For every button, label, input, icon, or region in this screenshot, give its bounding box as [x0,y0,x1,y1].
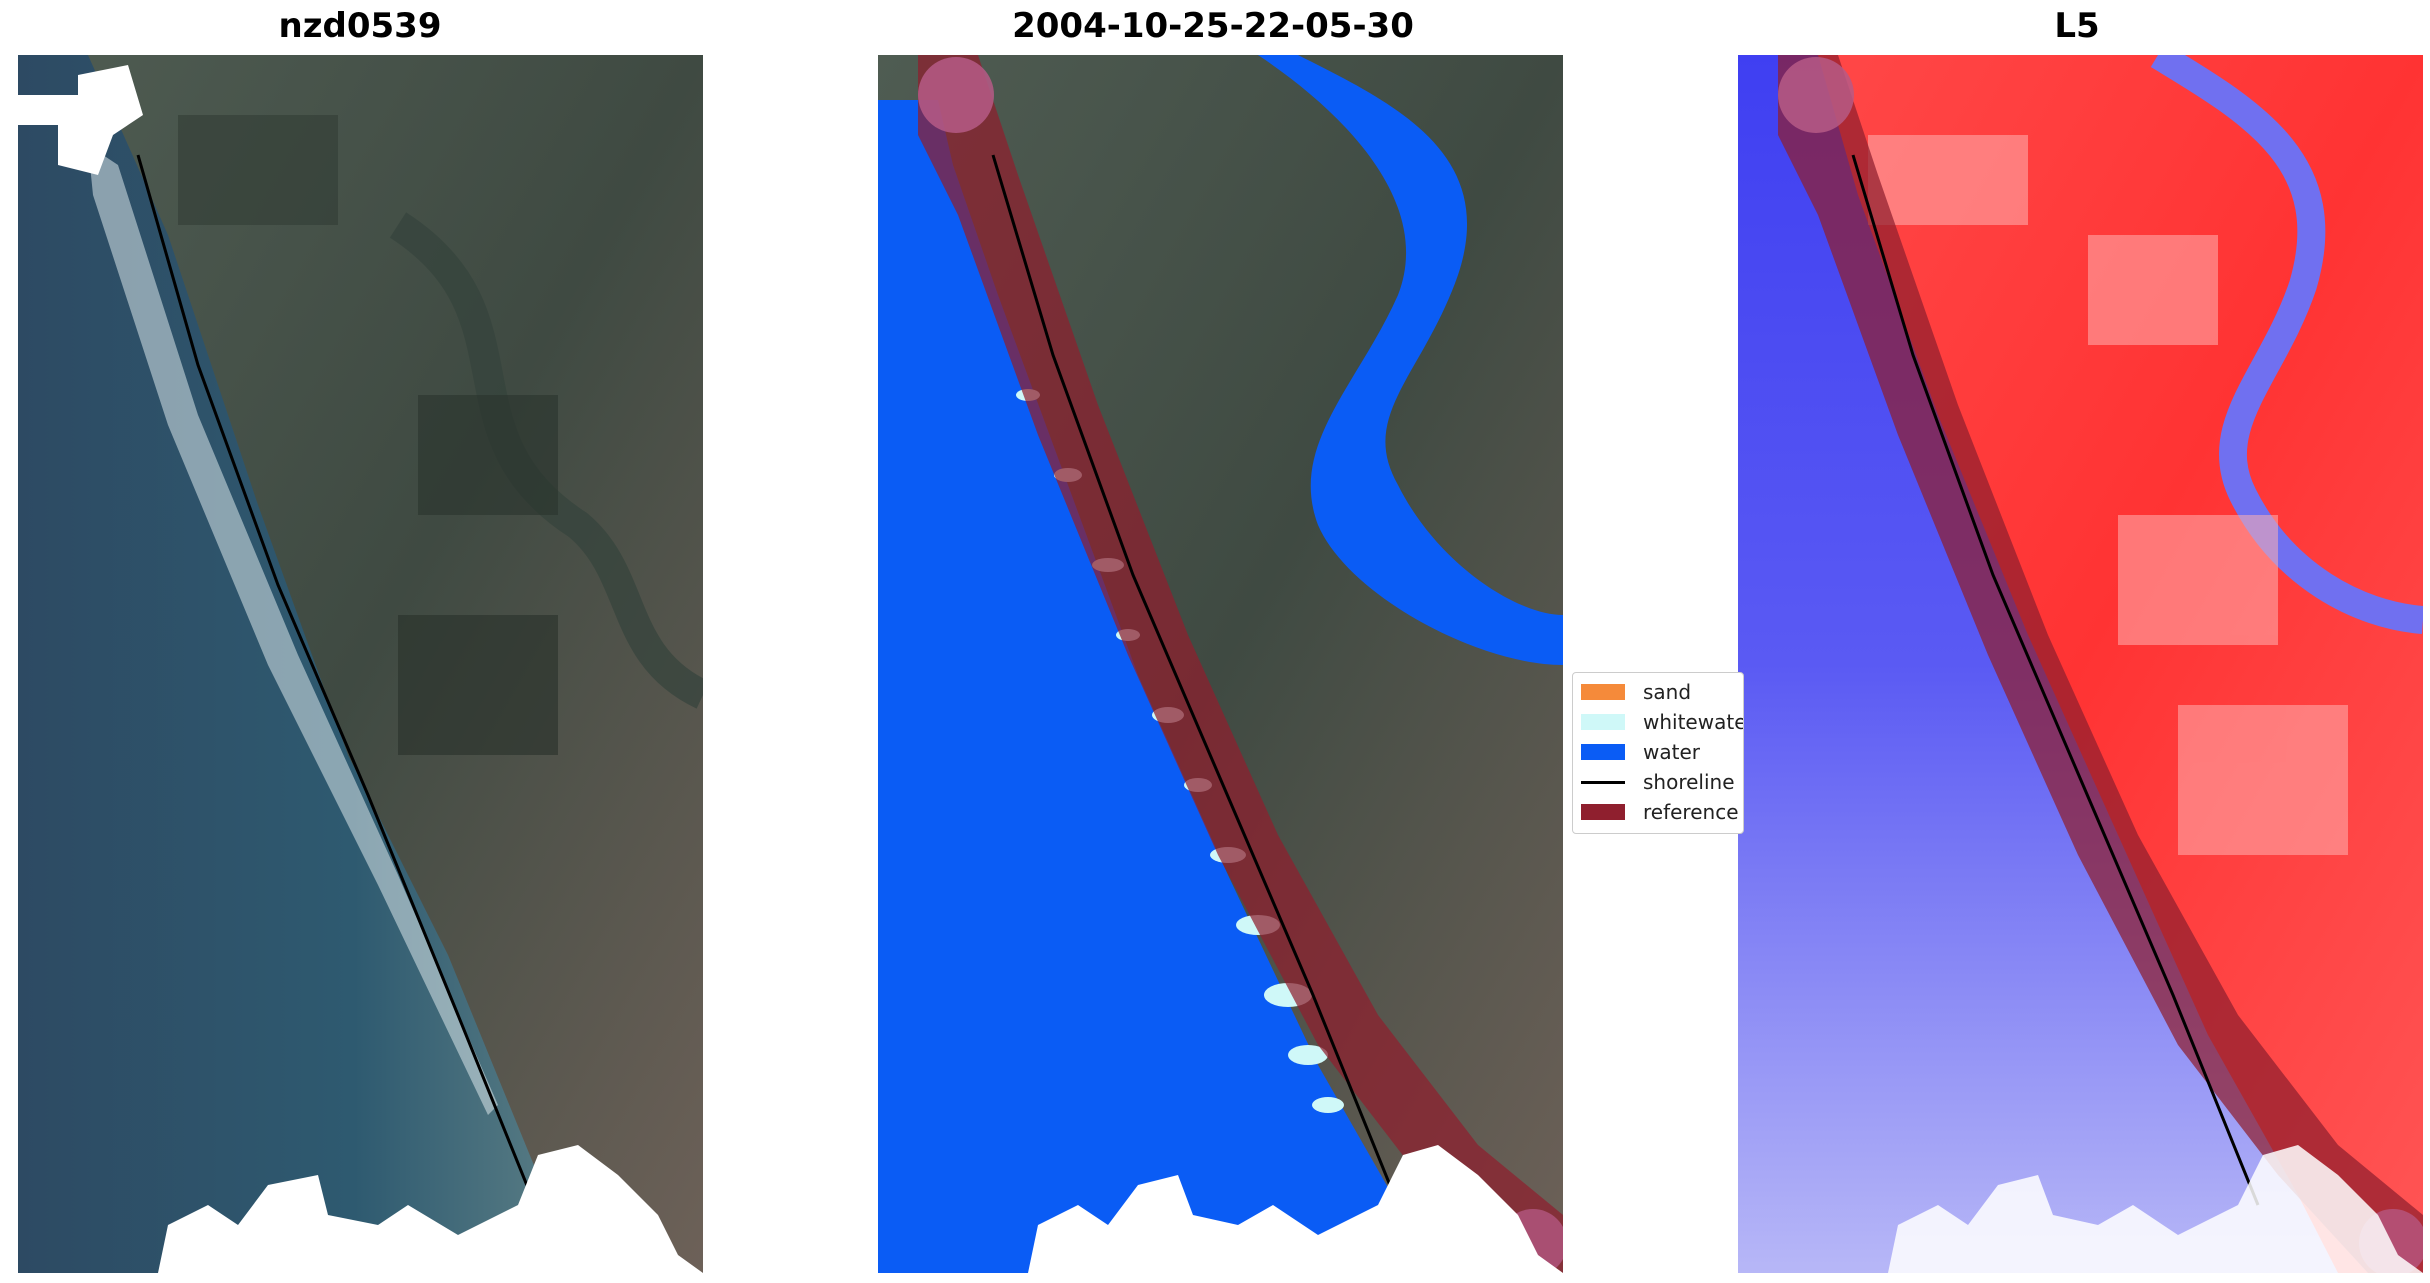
reference-buffer [1778,55,2423,1273]
legend-swatch-reference [1581,804,1625,820]
reference-buffer-cap [918,57,994,133]
reference-buffer-cap [1778,57,1854,133]
legend-swatch-shoreline [1581,780,1625,784]
legend-item-whitewater: whitewater [1581,709,1744,735]
legend-label: shoreline [1643,770,1735,794]
classified-image-panel [878,55,1563,1273]
legend-swatch-sand [1581,684,1625,700]
panel-title-classified: 2004-10-25-22-05-30 [1012,6,1414,46]
legend: sand whitewater water shoreline referenc… [1572,672,1744,834]
shoreline [1851,154,2260,1206]
legend-item-sand: sand [1581,679,1691,705]
shoreline [991,154,1400,1206]
panel-title-index: L5 [2054,6,2100,46]
legend-swatch-whitewater [1581,714,1625,730]
river [2150,55,2423,634]
water-class-river [1258,55,1563,665]
legend-label: reference [1643,800,1739,824]
reference-buffer [918,55,1563,1273]
forest-patch [398,615,558,755]
cloud-mask [1028,1145,1563,1273]
index-image [1738,55,2423,1273]
cloud-mask [18,65,143,175]
forest-patch [178,115,338,225]
index-image-panel [1738,55,2423,1273]
rgb-image-panel [18,55,703,1273]
light-field-patches [1868,135,2348,855]
forest-patch [418,395,558,515]
legend-item-reference: reference [1581,799,1739,825]
legend-label: water [1643,740,1700,764]
legend-swatch-water [1581,744,1625,760]
panel-title-rgb: nzd0539 [278,6,442,46]
cloud-mask [1888,1145,2423,1273]
cloud-mask [158,1145,703,1273]
legend-label: sand [1643,680,1692,704]
shoreline [136,154,545,1226]
legend-label: whitewater [1643,710,1744,734]
legend-item-water: water [1581,739,1700,765]
surf-zone [88,145,498,1115]
classified-image [878,55,1563,1273]
legend-item-shoreline: shoreline [1581,769,1735,795]
rgb-image [18,55,703,1273]
